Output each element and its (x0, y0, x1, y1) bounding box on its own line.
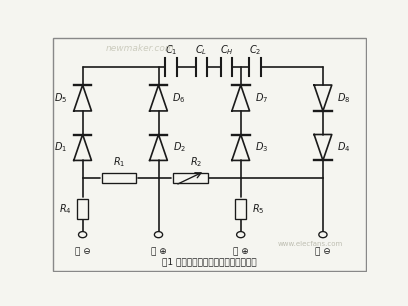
Text: $D_5$: $D_5$ (54, 91, 67, 105)
Bar (173, 174, 208, 183)
Text: $D_2$: $D_2$ (173, 140, 186, 154)
Text: $D_1$: $D_1$ (54, 140, 67, 154)
Text: 图1 压力校验仪传感器组建测试原理图: 图1 压力校验仪传感器组建测试原理图 (162, 257, 256, 267)
Text: $C_2$: $C_2$ (249, 43, 261, 57)
Text: $C_L$: $C_L$ (195, 43, 207, 57)
Text: 黄 ⊖: 黄 ⊖ (75, 248, 91, 257)
Text: $D_6$: $D_6$ (172, 91, 186, 105)
Text: $D_7$: $D_7$ (255, 91, 268, 105)
Text: $R_1$: $R_1$ (113, 155, 125, 169)
Text: $D_4$: $D_4$ (337, 140, 350, 154)
Text: $C_H$: $C_H$ (220, 43, 233, 57)
Text: www.elecfans.com: www.elecfans.com (278, 241, 343, 247)
Bar (235, 199, 246, 219)
Text: $C_1$: $C_1$ (165, 43, 177, 57)
Text: 红 ⊕: 红 ⊕ (151, 248, 166, 257)
Text: $R_2$: $R_2$ (190, 155, 203, 169)
Text: 绿 ⊕: 绿 ⊕ (233, 248, 248, 257)
Bar (77, 199, 88, 219)
Text: $D_3$: $D_3$ (255, 140, 268, 154)
Bar (102, 174, 136, 183)
Text: 蓝 ⊖: 蓝 ⊖ (315, 248, 331, 257)
Text: $R_5$: $R_5$ (252, 202, 264, 216)
Text: $D_8$: $D_8$ (337, 91, 350, 105)
Text: newmaker.com: newmaker.com (105, 44, 174, 53)
Text: $R_4$: $R_4$ (59, 202, 71, 216)
